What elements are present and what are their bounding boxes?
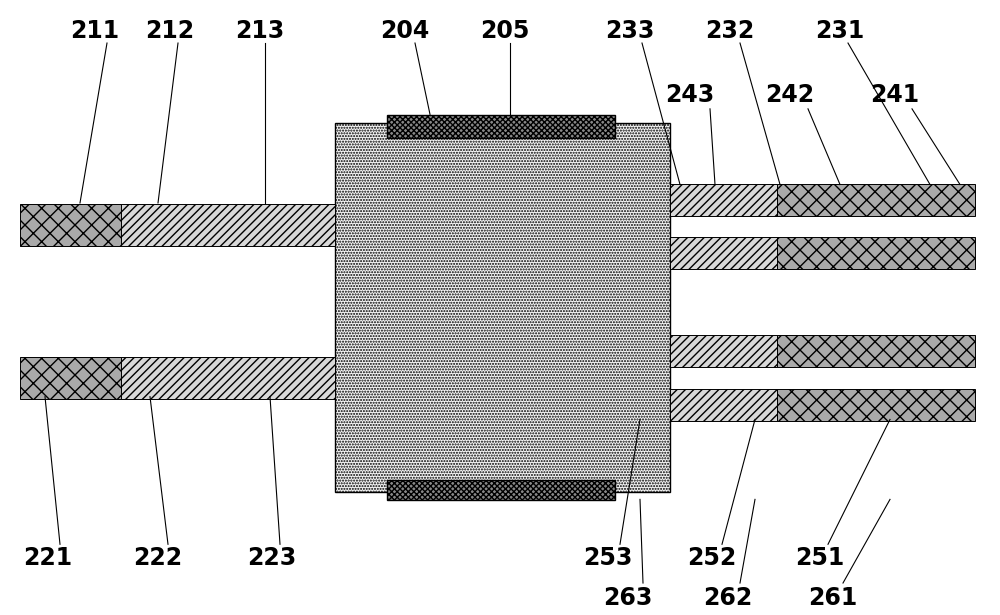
Bar (121, 357, 335, 399)
Bar (670, 184, 777, 216)
Bar (20, 357, 121, 399)
Bar (121, 204, 335, 246)
Text: 204: 204 (380, 18, 430, 43)
Text: 223: 223 (247, 546, 297, 571)
Text: 252: 252 (687, 546, 737, 571)
Text: 231: 231 (815, 18, 865, 43)
Text: 205: 205 (480, 18, 530, 43)
Bar (20, 204, 121, 246)
Text: 241: 241 (870, 83, 920, 108)
Text: 261: 261 (808, 585, 858, 610)
Text: 221: 221 (23, 546, 73, 571)
Text: 222: 222 (133, 546, 183, 571)
Text: 211: 211 (70, 18, 120, 43)
Bar (670, 389, 777, 421)
Text: 262: 262 (703, 585, 753, 610)
Text: 212: 212 (145, 18, 195, 43)
Bar (387, 115, 615, 138)
Bar (335, 123, 670, 492)
Text: 232: 232 (705, 18, 755, 43)
Bar (777, 389, 975, 421)
Bar (777, 237, 975, 269)
Text: 242: 242 (765, 83, 815, 108)
Text: 213: 213 (235, 18, 285, 43)
Bar (777, 335, 975, 367)
Text: 263: 263 (603, 585, 653, 610)
Bar (387, 480, 615, 500)
Bar (777, 184, 975, 216)
Text: 251: 251 (795, 546, 845, 571)
Bar (670, 237, 777, 269)
Text: 243: 243 (665, 83, 715, 108)
Text: 253: 253 (583, 546, 633, 571)
Bar (670, 335, 777, 367)
Text: 233: 233 (605, 18, 655, 43)
